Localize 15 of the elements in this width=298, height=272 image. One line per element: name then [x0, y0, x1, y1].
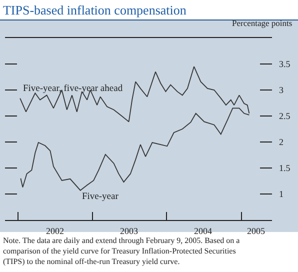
series-label: Five-year	[82, 192, 120, 202]
x-tick-label: 2003	[120, 226, 138, 236]
y-tick-label: 2	[279, 137, 284, 148]
y-tick-label: 1	[279, 189, 284, 200]
y-tick-label: 3	[279, 85, 284, 96]
x-tick-label: 2004	[194, 226, 212, 236]
x-tick-label: 2002	[46, 226, 64, 236]
y-tick-label: 2.5	[279, 111, 291, 122]
y-tick-label: 3.5	[279, 59, 291, 70]
y-axis-title: Percentage points	[232, 18, 292, 28]
x-tick-label: 2005	[247, 226, 266, 236]
y-tick-label: 1.5	[279, 163, 291, 174]
series-label: Five-year, five-year ahead	[23, 84, 123, 94]
chart-title: TIPS-based inflation compensation	[2, 2, 187, 18]
text: Note. The data are daily and extend through February 9, 2005. Based on a comparison of the yield curve for Treasury Inflation-Protected Securities (TIPS) to the nominal off-the-run Treasury yield curve.	[3, 236, 240, 266]
